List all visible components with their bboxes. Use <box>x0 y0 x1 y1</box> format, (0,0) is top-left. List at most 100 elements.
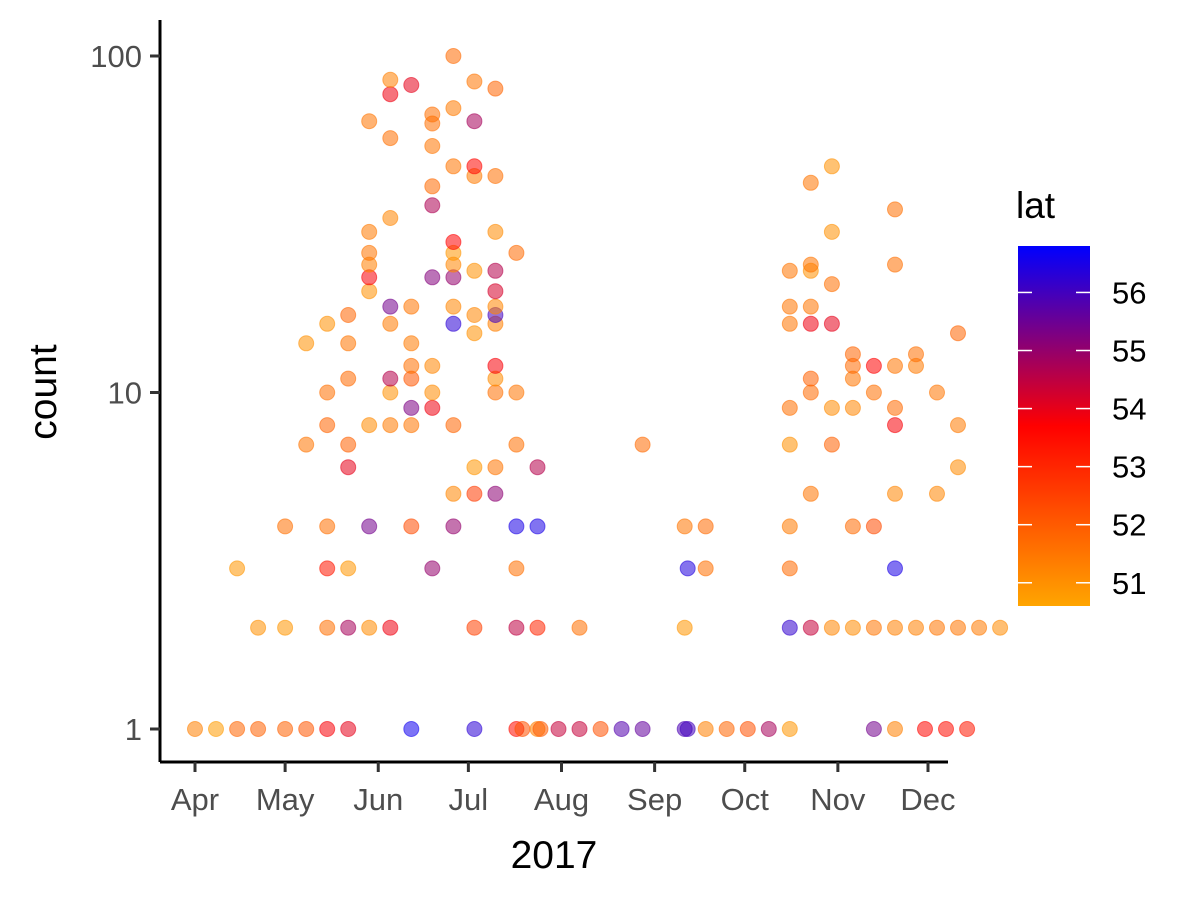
data-point <box>445 518 462 535</box>
legend-tick-label: 56 <box>1112 275 1146 310</box>
data-point <box>403 357 420 374</box>
data-point <box>571 619 588 636</box>
data-point <box>361 223 378 240</box>
legend-colorbar <box>1018 246 1090 606</box>
data-point <box>340 721 357 737</box>
data-point <box>508 384 525 401</box>
data-point <box>950 459 966 476</box>
data-point <box>340 307 357 323</box>
points-layer <box>187 48 1009 737</box>
data-point <box>781 619 798 636</box>
data-point <box>445 100 462 117</box>
data-point <box>382 71 399 88</box>
data-point <box>802 619 819 636</box>
data-point <box>938 721 954 737</box>
data-point <box>508 436 525 453</box>
data-point <box>823 276 840 293</box>
data-point <box>403 417 420 434</box>
data-point <box>802 298 819 315</box>
data-point <box>781 298 798 315</box>
data-point <box>887 256 903 273</box>
data-point <box>319 315 336 332</box>
data-point <box>487 459 504 476</box>
data-point <box>823 315 840 332</box>
x-tick-label: Apr <box>171 782 219 817</box>
data-point <box>319 384 336 401</box>
data-point <box>424 357 441 374</box>
data-point <box>424 178 441 195</box>
data-point <box>277 619 294 636</box>
data-point <box>676 518 693 535</box>
data-point <box>908 346 924 363</box>
data-point <box>887 721 903 737</box>
data-point <box>424 197 441 214</box>
data-point <box>361 283 378 300</box>
data-point <box>508 244 525 261</box>
data-point <box>865 619 882 636</box>
data-point <box>844 346 861 363</box>
data-point <box>340 436 357 453</box>
data-point <box>887 485 903 502</box>
data-point <box>445 298 462 315</box>
data-point <box>466 459 483 476</box>
data-point <box>550 721 567 737</box>
data-point <box>718 721 735 737</box>
data-point <box>865 357 882 374</box>
data-point <box>823 158 840 175</box>
x-axis-title: 2017 <box>511 834 598 877</box>
data-point <box>887 357 903 374</box>
data-point <box>361 417 378 434</box>
data-point <box>802 384 819 401</box>
data-point <box>676 619 693 636</box>
data-point <box>950 325 966 342</box>
data-point <box>319 619 336 636</box>
data-point <box>781 721 798 737</box>
data-point <box>823 223 840 240</box>
data-point <box>634 436 651 453</box>
data-point <box>403 298 420 315</box>
data-point <box>361 113 378 130</box>
data-point <box>971 619 988 636</box>
data-point <box>445 48 462 64</box>
legend-title: lat <box>1016 185 1056 226</box>
data-point <box>887 560 903 577</box>
data-point <box>929 485 945 502</box>
data-point <box>229 721 246 737</box>
data-point <box>865 721 882 737</box>
data-point <box>781 560 798 577</box>
data-point <box>908 619 924 636</box>
y-tick-label: 1 <box>125 712 142 747</box>
y-axis-ticks: 1 10 100 <box>90 39 160 747</box>
data-point <box>865 518 882 535</box>
data-point <box>319 560 336 577</box>
data-point <box>424 399 441 416</box>
data-point <box>992 619 1009 636</box>
data-point <box>679 721 696 737</box>
x-axis-ticks: Apr May Jun Jul Aug Sep Oct Nov Dec <box>171 762 956 817</box>
data-point <box>844 399 861 416</box>
data-point <box>298 721 315 737</box>
data-point <box>466 485 483 502</box>
data-point <box>445 485 462 502</box>
y-tick-label: 10 <box>108 376 142 411</box>
data-point <box>487 168 504 184</box>
data-point <box>887 399 903 416</box>
data-point <box>403 77 420 93</box>
y-tick-label: 100 <box>90 39 142 74</box>
data-point <box>445 417 462 434</box>
data-point <box>298 335 315 352</box>
legend-tick-label: 51 <box>1112 566 1146 601</box>
x-tick-label: Oct <box>721 782 770 817</box>
x-tick-label: Dec <box>900 782 955 817</box>
data-point <box>382 210 399 226</box>
data-point <box>887 619 903 636</box>
legend-tick-label: 54 <box>1112 392 1146 427</box>
data-point <box>802 256 819 273</box>
data-point <box>466 307 483 323</box>
x-tick-label: Nov <box>810 782 866 817</box>
data-point <box>781 399 798 416</box>
data-point <box>802 370 819 387</box>
data-point <box>887 417 903 434</box>
data-point <box>382 298 399 315</box>
